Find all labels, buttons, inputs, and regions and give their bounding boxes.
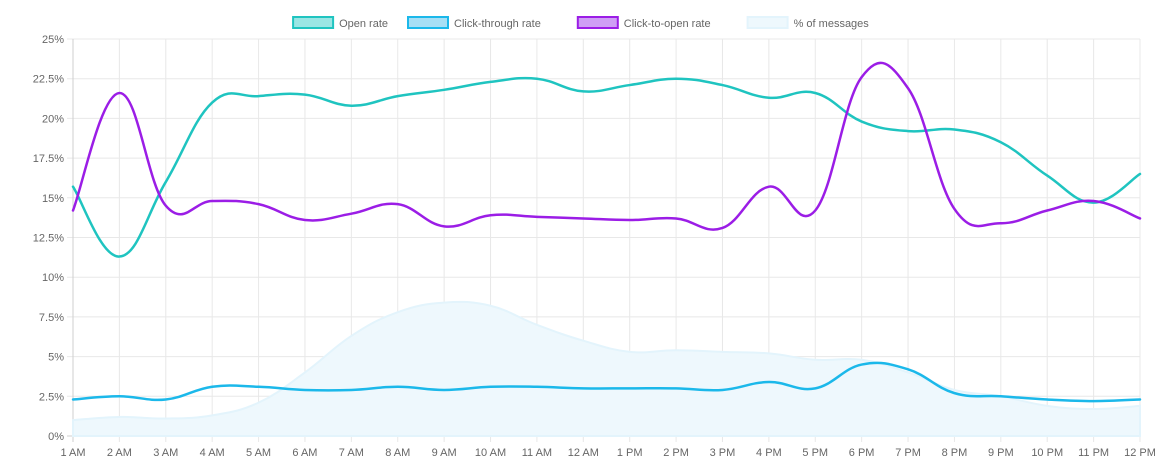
x-tick-label: 8 AM xyxy=(385,447,410,459)
series-line-0 xyxy=(71,76,1142,258)
x-tick-label: 8 PM xyxy=(942,447,968,459)
x-tick-label: 1 PM xyxy=(617,447,643,459)
x-tick-label: 10 AM xyxy=(475,447,506,459)
x-tick-label: 11 PM xyxy=(1078,447,1109,459)
x-tick-label: 4 PM xyxy=(756,447,782,459)
legend: Open rate Click-through rate Click-to-open… xyxy=(292,16,870,30)
x-tick-label: 4 AM xyxy=(200,447,225,459)
y-tick-label: 22.5% xyxy=(33,74,64,86)
x-tick-label: 9 PM xyxy=(988,447,1014,459)
legend-label: Click-through rate xyxy=(454,18,541,30)
series-area-3 xyxy=(72,300,1141,437)
y-tick-label: 0% xyxy=(48,431,64,443)
series-line-1 xyxy=(71,361,1142,403)
series-line-2 xyxy=(71,61,1142,231)
x-tick-label: 12 PM xyxy=(1124,447,1156,459)
legend-label: Click-to-open rate xyxy=(624,18,711,30)
area-series-layer xyxy=(72,300,1141,437)
x-tick-label: 7 AM xyxy=(339,447,364,459)
x-tick-label: 5 AM xyxy=(246,447,271,459)
x-tick-label: 6 AM xyxy=(292,447,317,459)
y-tick-label: 10% xyxy=(42,272,64,284)
x-tick-label: 12 AM xyxy=(568,447,599,459)
legend-swatch xyxy=(746,16,789,29)
x-tick-label: 3 PM xyxy=(710,447,736,459)
line-series-layer xyxy=(71,61,1142,403)
y-tick-label: 12.5% xyxy=(33,233,64,245)
x-tick-label: 11 AM xyxy=(522,447,552,459)
x-tick-label: 3 AM xyxy=(153,447,178,459)
x-tick-label: 2 AM xyxy=(107,447,132,459)
x-tick-label: 6 PM xyxy=(849,447,875,459)
y-tick-label: 2.5% xyxy=(39,391,64,403)
legend-swatch xyxy=(576,16,619,29)
x-tick-label: 7 PM xyxy=(895,447,921,459)
y-tick-label: 15% xyxy=(42,193,64,205)
axes: 0% 2.5% 5% 7.5% 10% 12.5% 15% 17.5% 20% 22.5% 25% 1… xyxy=(33,34,1156,459)
x-tick-label: 9 AM xyxy=(432,447,457,459)
y-tick-label: 20% xyxy=(42,113,64,125)
y-tick-label: 17.5% xyxy=(33,153,64,165)
legend-label: Open rate xyxy=(339,18,388,30)
y-tick-label: 7.5% xyxy=(39,312,64,324)
y-tick-label: 25% xyxy=(42,34,64,46)
legend-label: % of messages xyxy=(794,18,870,30)
x-tick-label: 1 AM xyxy=(60,447,85,459)
x-tick-label: 5 PM xyxy=(802,447,828,459)
y-tick-label: 5% xyxy=(48,352,64,364)
x-tick-label: 2 PM xyxy=(663,447,689,459)
x-tick-label: 10 PM xyxy=(1031,447,1063,459)
legend-swatch xyxy=(407,16,449,29)
legend-swatch xyxy=(292,16,335,29)
